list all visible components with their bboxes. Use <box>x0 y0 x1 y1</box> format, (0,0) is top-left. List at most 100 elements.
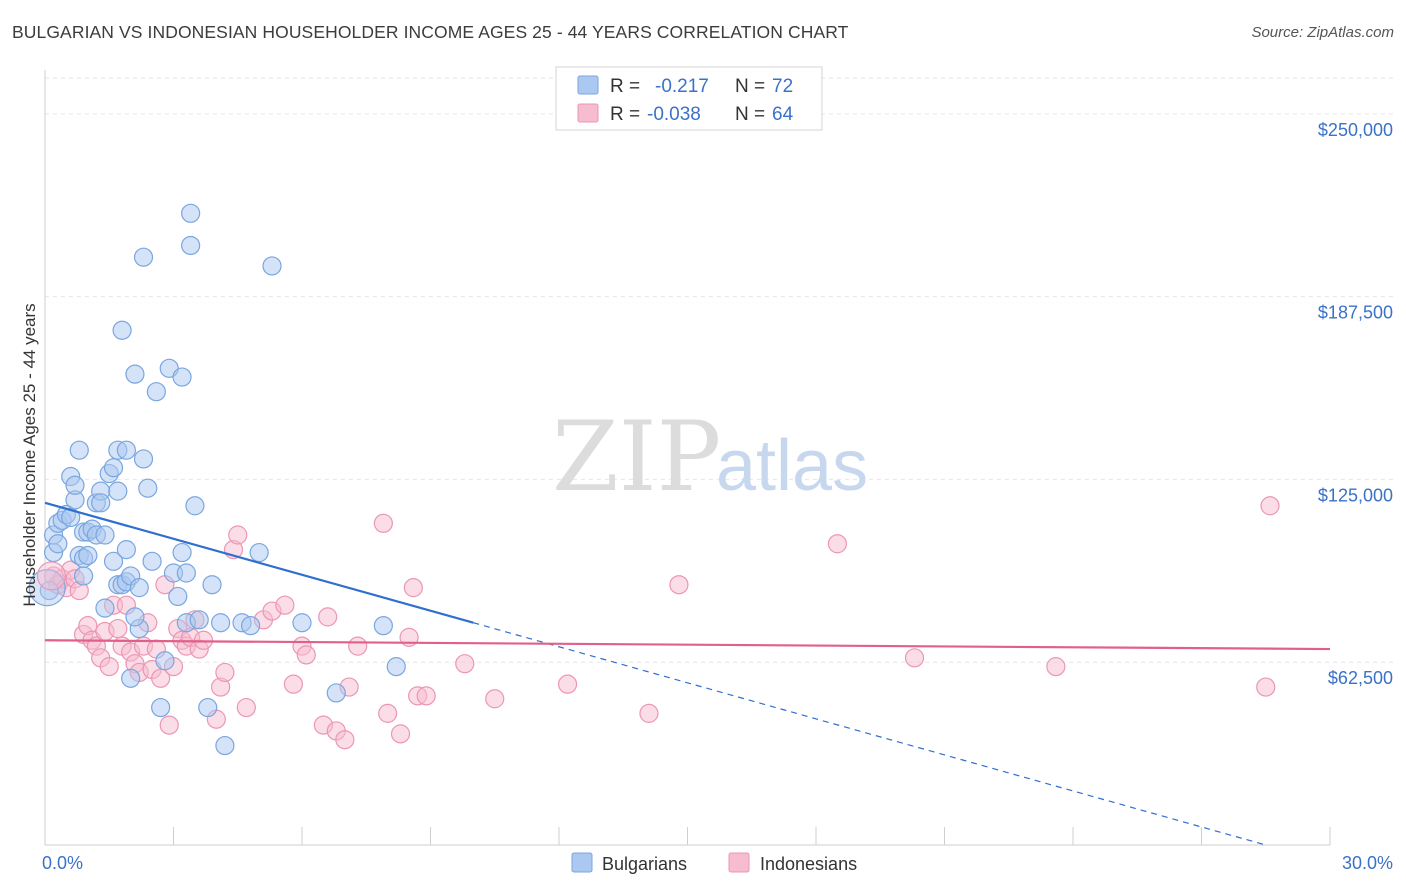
bottom-legend-swatch-bulgarians <box>571 852 593 873</box>
bulgarian-point <box>386 657 406 677</box>
legend-n-label: N = <box>735 104 765 125</box>
bulgarian-point <box>138 478 158 498</box>
bulgarian-point <box>125 364 145 384</box>
bulgarian-point <box>133 449 154 469</box>
indonesian-point <box>283 674 304 694</box>
y-tick-label: $250,000 <box>1318 120 1393 140</box>
legend-r-value: -0.038 <box>647 104 701 125</box>
bulgarian-point <box>108 481 128 501</box>
bulgarian-point <box>48 534 68 554</box>
legend-n-value: 72 <box>772 76 793 97</box>
legend-r-label: R = <box>610 104 640 125</box>
bulgarian-point <box>211 613 231 633</box>
bulgarian-point <box>202 575 222 595</box>
indonesian-point <box>639 703 659 723</box>
legend-swatch-bulgarians <box>577 75 599 95</box>
source-label: Source: ZipAtlas.com <box>1251 24 1394 41</box>
chart-title: BULGARIAN VS INDONESIAN HOUSEHOLDER INCO… <box>12 22 849 42</box>
bulgarian-point <box>168 586 188 607</box>
indonesian-point <box>416 686 436 706</box>
bulgarian-point <box>121 668 141 688</box>
bulgarian-point <box>198 697 218 718</box>
bulgarian-point <box>215 735 235 756</box>
bulgarian-point <box>373 616 393 636</box>
x-tick-labels: 0.0% 30.0% <box>42 853 1393 873</box>
bulgarian-point <box>241 616 261 636</box>
indonesian-point <box>108 618 128 639</box>
indonesian-point <box>373 513 393 533</box>
indonesian-point <box>557 674 578 694</box>
bottom-legend-swatch-indonesians <box>728 852 750 873</box>
bulgarian-point <box>103 551 124 571</box>
indonesian-point <box>296 645 316 665</box>
legend-n-label: N = <box>735 76 765 97</box>
indonesian-point <box>275 595 295 615</box>
bulgarian-point <box>292 613 312 633</box>
trend-lines <box>44 501 1331 846</box>
bulgarian-point <box>176 563 196 583</box>
axes <box>44 70 1331 846</box>
indonesian-trend-line <box>44 639 1331 651</box>
bulgarian-point <box>181 235 201 256</box>
bulgarian-point <box>133 247 154 267</box>
bulgarian-point <box>112 320 132 340</box>
indonesian-point <box>1256 677 1276 697</box>
indonesian-point <box>348 636 368 656</box>
indonesian-cluster-point <box>36 561 67 591</box>
indonesian-point <box>390 724 411 744</box>
bulgarian-point <box>69 440 89 460</box>
indonesian-point <box>215 662 235 683</box>
bulgarian-point <box>326 683 346 703</box>
bulgarian-point <box>185 496 205 516</box>
y-tick-label: $125,000 <box>1318 485 1393 505</box>
y-tick-labels: $62,500 $125,000 $187,500 $250,000 <box>1318 120 1393 688</box>
legend-r-value: -0.217 <box>655 76 709 97</box>
x-tick-label: 0.0% <box>42 853 83 873</box>
bulgarian-point <box>103 458 124 478</box>
legend-swatch-indonesians <box>577 103 599 123</box>
bottom-legend: Bulgarians Indonesians <box>571 852 857 874</box>
indonesian-point <box>904 648 925 668</box>
bulgarian-point <box>181 203 201 223</box>
indonesian-point <box>318 607 338 627</box>
legend-r-label: R = <box>610 76 640 97</box>
bulgarian-point <box>116 540 136 560</box>
bulgarian-point <box>172 367 192 387</box>
watermark-atlas: atlas <box>716 426 868 506</box>
bulgarian-point <box>142 551 162 571</box>
bulgarian-point <box>73 566 94 586</box>
bulgarian-point <box>65 475 85 495</box>
bulgarian-point <box>129 578 149 598</box>
bulgarian-point <box>78 545 98 566</box>
indonesian-point <box>378 703 398 723</box>
y-axis-label: Householder Income Ages 25 - 44 years <box>20 303 39 606</box>
indonesian-point <box>159 715 179 735</box>
legend: R = -0.217 N = 72 R = -0.038 N = 64 <box>555 66 823 131</box>
indonesian-point <box>99 657 119 677</box>
indonesian-point <box>228 525 248 545</box>
x-tick-label: 30.0% <box>1342 853 1393 873</box>
legend-box <box>555 66 823 131</box>
bulgarian-point <box>249 542 269 563</box>
indonesian-point <box>827 534 848 554</box>
bulgarian-point <box>146 382 166 402</box>
bulgarian-point <box>91 493 111 513</box>
indonesian-point <box>236 697 256 718</box>
indonesian-point <box>335 730 355 750</box>
indonesian-point <box>485 689 505 709</box>
indonesian-point <box>1260 496 1280 516</box>
y-tick-label: $187,500 <box>1318 303 1393 323</box>
bottom-legend-indonesians: Indonesians <box>760 854 857 874</box>
bulgarian-trend-extension <box>473 622 1266 846</box>
indonesian-point <box>403 578 423 598</box>
bulgarian-point <box>116 440 136 460</box>
bulgarian-point <box>95 525 115 545</box>
indonesian-point <box>1046 657 1066 677</box>
bulgarian-point <box>39 580 59 601</box>
bulgarian-trend-line <box>44 501 474 624</box>
legend-n-value: 64 <box>772 104 794 125</box>
bottom-legend-bulgarians: Bulgarians <box>602 854 687 874</box>
bulgarian-point <box>125 607 145 627</box>
bulgarian-point <box>155 651 175 671</box>
